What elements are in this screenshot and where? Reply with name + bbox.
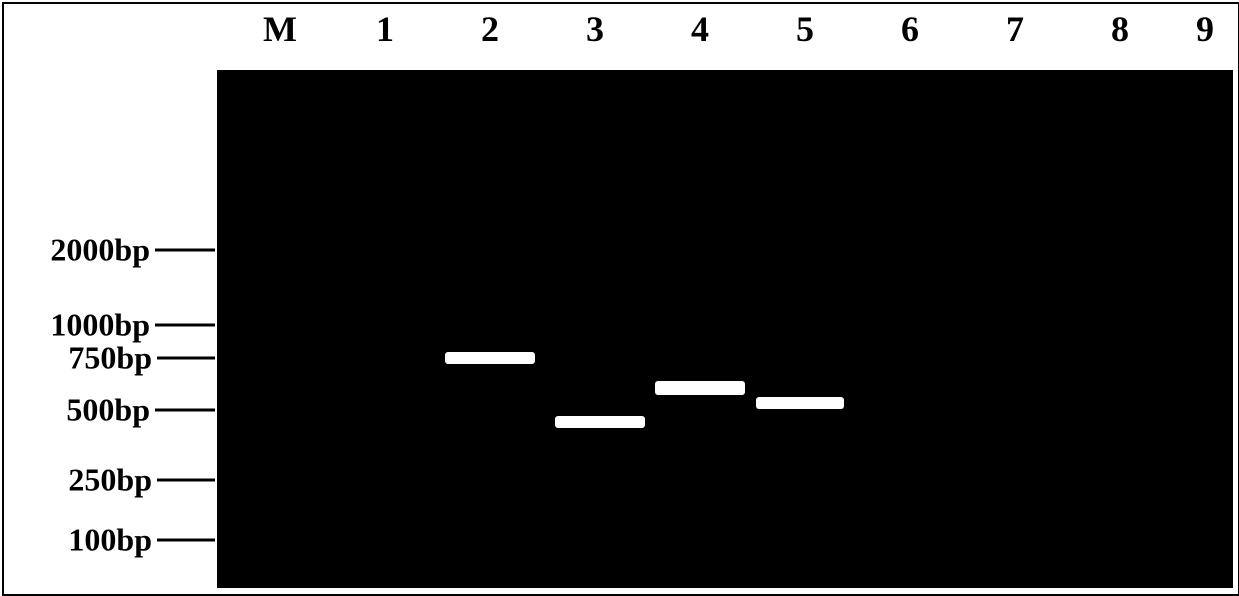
lane-label-9: 9 [1196, 8, 1214, 50]
size-label: 500bp [0, 392, 150, 429]
lane-labels-row: M 1 2 3 4 5 6 7 8 9 [0, 8, 1239, 68]
lane-label-4: 4 [691, 8, 709, 50]
lane-label-3: 3 [586, 8, 604, 50]
size-label: 750bp [0, 340, 152, 377]
lane-label-1: 1 [376, 8, 394, 50]
size-label: 2000bp [0, 232, 150, 269]
lane-label-M: M [263, 8, 297, 50]
band-lane-5 [756, 397, 844, 409]
lane-label-5: 5 [796, 8, 814, 50]
band-lane-3 [555, 416, 645, 428]
size-tick [157, 539, 215, 542]
lane-label-6: 6 [901, 8, 919, 50]
size-label: 1000bp [0, 307, 150, 344]
band-lane-4 [655, 381, 745, 395]
gel-area [217, 70, 1233, 588]
lane-label-8: 8 [1111, 8, 1129, 50]
lane-label-2: 2 [481, 8, 499, 50]
size-label: 250bp [0, 462, 152, 499]
lane-label-7: 7 [1006, 8, 1024, 50]
size-tick [157, 357, 215, 360]
size-tick [155, 249, 215, 252]
size-tick [155, 409, 215, 412]
band-lane-2 [445, 352, 535, 364]
size-tick [155, 324, 215, 327]
size-label: 100bp [0, 522, 152, 559]
size-tick [157, 479, 215, 482]
